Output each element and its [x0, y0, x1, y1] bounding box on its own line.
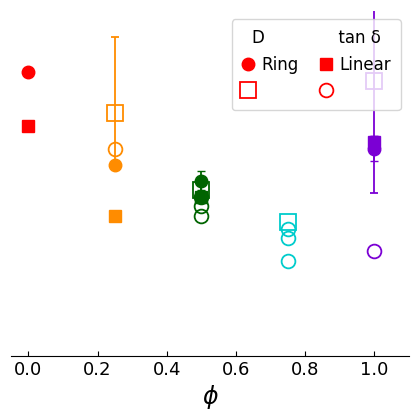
X-axis label: ϕ: ϕ — [202, 385, 218, 409]
Legend: Ring, , Linear, : Ring, , Linear, — [232, 19, 401, 110]
